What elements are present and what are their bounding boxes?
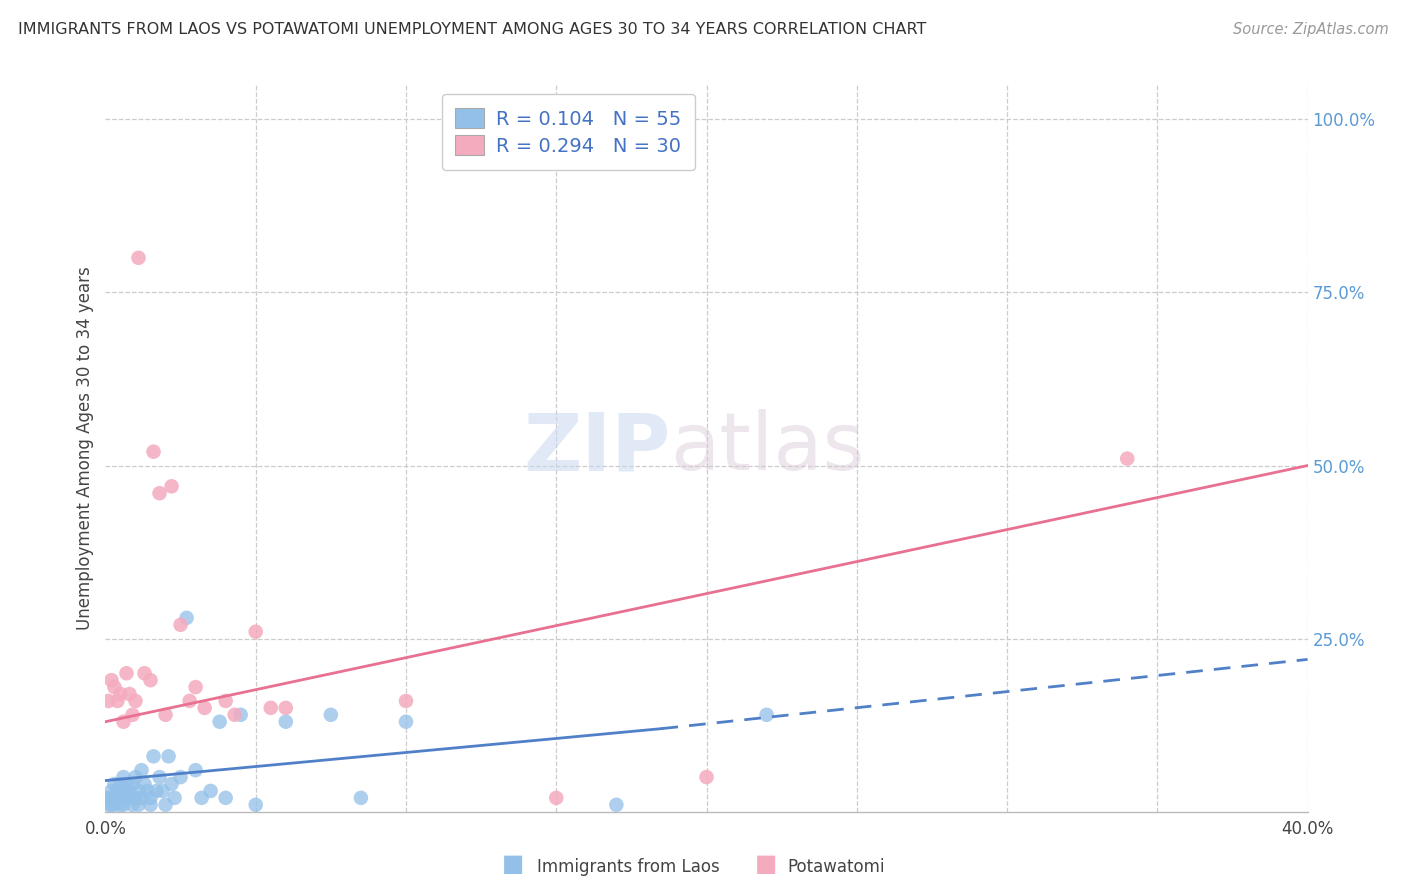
Point [176, 611, 198, 625]
Point [214, 790, 236, 805]
Point [103, 790, 125, 805]
Point [190, 790, 212, 805]
Point [115, 790, 138, 805]
Point [131, 790, 153, 805]
Point [214, 694, 236, 708]
Point [155, 707, 177, 722]
Point [200, 784, 222, 798]
Point [169, 770, 191, 784]
Point [121, 777, 143, 791]
Point [136, 784, 159, 798]
Point [97, 694, 120, 708]
Point [100, 790, 122, 805]
Point [160, 777, 183, 791]
Point [100, 673, 122, 688]
Point [100, 784, 122, 798]
Text: ■: ■ [755, 852, 778, 876]
Point [103, 797, 125, 812]
Point [139, 797, 162, 812]
Point [103, 777, 125, 791]
Point [148, 770, 170, 784]
Point [110, 687, 132, 701]
Point [118, 784, 141, 798]
Point [395, 714, 418, 729]
Point [274, 701, 297, 715]
Point [107, 784, 129, 798]
Point [118, 790, 141, 805]
Point [112, 770, 135, 784]
Point [148, 486, 170, 500]
Point [755, 707, 778, 722]
Point [163, 790, 186, 805]
Text: atlas: atlas [671, 409, 865, 487]
Point [103, 680, 125, 694]
Point [100, 797, 122, 812]
Point [157, 749, 180, 764]
Point [155, 797, 177, 812]
Point [208, 714, 231, 729]
Point [121, 707, 143, 722]
Point [110, 797, 132, 812]
Text: Potawatomi: Potawatomi [787, 858, 884, 876]
Point [169, 617, 191, 632]
Point [128, 784, 150, 798]
Point [224, 707, 246, 722]
Point [118, 687, 141, 701]
Point [134, 777, 156, 791]
Text: Source: ZipAtlas.com: Source: ZipAtlas.com [1233, 22, 1389, 37]
Point [194, 701, 217, 715]
Point [260, 701, 283, 715]
Point [110, 790, 132, 805]
Point [112, 797, 135, 812]
Point [546, 790, 568, 805]
Point [107, 790, 129, 805]
Point [350, 790, 373, 805]
Point [245, 624, 267, 639]
Text: IMMIGRANTS FROM LAOS VS POTAWATOMI UNEMPLOYMENT AMONG AGES 30 TO 34 YEARS CORREL: IMMIGRANTS FROM LAOS VS POTAWATOMI UNEMP… [18, 22, 927, 37]
Text: ZIP: ZIP [523, 409, 671, 487]
Point [112, 784, 135, 798]
Point [139, 673, 162, 688]
Point [128, 251, 150, 265]
Point [124, 770, 146, 784]
Point [97, 797, 120, 812]
Point [395, 694, 418, 708]
Point [229, 707, 252, 722]
Point [110, 777, 132, 791]
Legend: R = 0.104   N = 55, R = 0.294   N = 30: R = 0.104 N = 55, R = 0.294 N = 30 [441, 95, 695, 169]
Point [145, 784, 167, 798]
Point [97, 790, 120, 805]
Point [121, 797, 143, 812]
Point [112, 714, 135, 729]
Point [142, 444, 165, 458]
Point [115, 666, 138, 681]
Point [274, 714, 297, 729]
Point [319, 707, 342, 722]
Y-axis label: Unemployment Among Ages 30 to 34 years: Unemployment Among Ages 30 to 34 years [76, 267, 94, 630]
Point [107, 694, 129, 708]
Point [696, 770, 718, 784]
Point [179, 694, 201, 708]
Point [152, 784, 174, 798]
Point [131, 763, 153, 777]
Point [115, 777, 138, 791]
Text: Immigrants from Laos: Immigrants from Laos [537, 858, 720, 876]
Point [124, 694, 146, 708]
Point [134, 666, 156, 681]
Point [184, 763, 207, 777]
Point [245, 797, 267, 812]
Point [124, 790, 146, 805]
Point [1116, 451, 1139, 466]
Point [142, 749, 165, 764]
Point [184, 680, 207, 694]
Text: ■: ■ [502, 852, 524, 876]
Point [139, 790, 162, 805]
Point [605, 797, 627, 812]
Point [160, 479, 183, 493]
Point [128, 797, 150, 812]
